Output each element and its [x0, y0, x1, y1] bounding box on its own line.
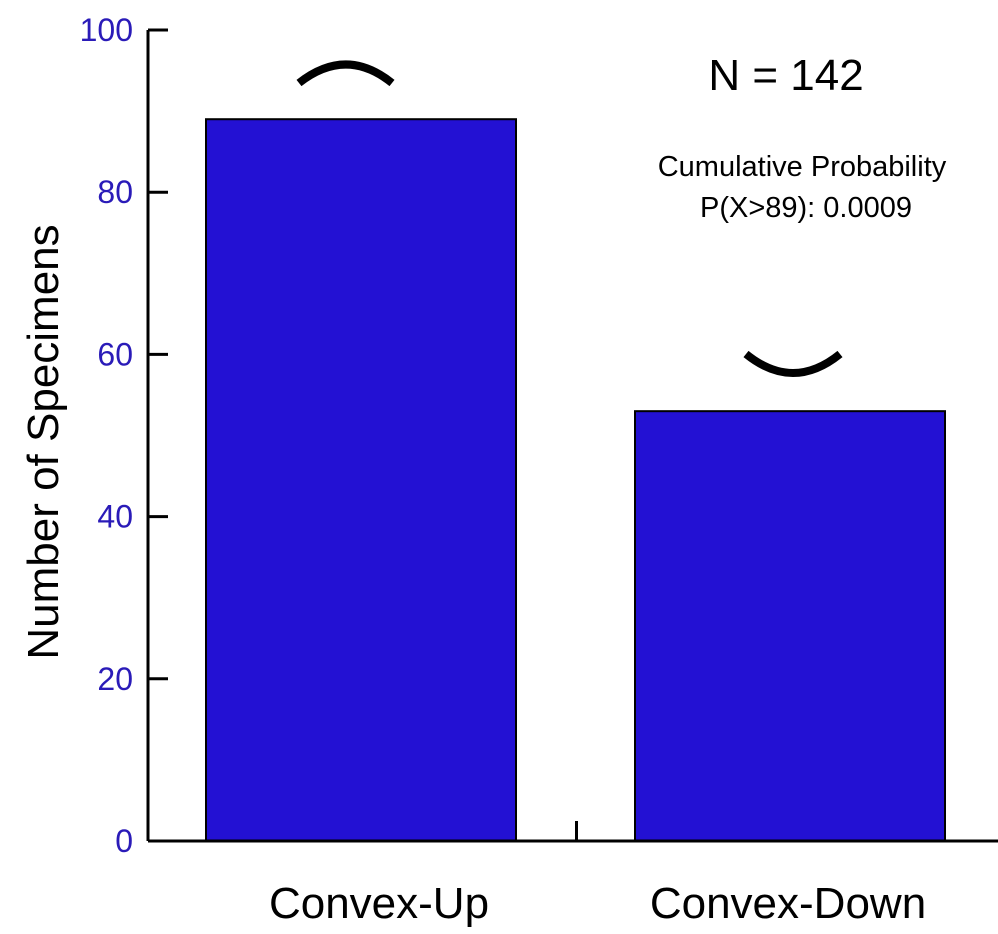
y-tick-label-60: 60 [97, 336, 133, 372]
y-tick-label-100: 100 [80, 12, 133, 48]
bar-1 [634, 410, 946, 842]
convex-up-arc-icon [296, 60, 395, 87]
convex-down-arc-icon [743, 350, 843, 377]
sample-size-label: N = 142 [708, 51, 863, 100]
probability-value: P(X>89): 0.0009 [700, 192, 912, 224]
y-tick-label-40: 40 [97, 499, 133, 535]
y-axis-title: Number of Specimens [19, 224, 68, 659]
chart-marks: 0 20 40 60 80 100 Convex-Up Convex-Down [80, 12, 998, 928]
y-tick-label-80: 80 [97, 174, 133, 210]
x-tick-label-1: Convex-Down [650, 879, 926, 928]
y-tick-label-0: 0 [115, 823, 133, 859]
probability-title: Cumulative Probability [658, 151, 947, 183]
y-tick-label-20: 20 [97, 661, 133, 697]
bar-0 [205, 118, 517, 842]
x-tick-label-0: Convex-Up [269, 879, 489, 928]
